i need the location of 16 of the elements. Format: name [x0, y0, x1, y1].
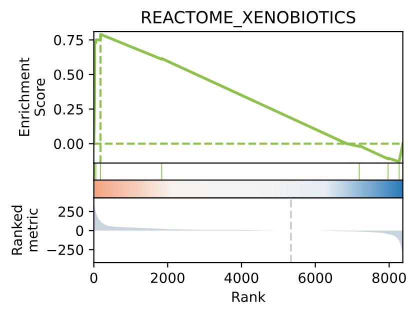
y-tick-label: 250: [58, 206, 84, 218]
y-tick-label: 0.50: [54, 69, 84, 80]
x-tick-label: 0: [90, 272, 98, 284]
y-tick-label: 0: [76, 226, 84, 236]
y-tick-label: 0.00: [54, 138, 84, 150]
x-tick-label: 4000: [224, 272, 258, 284]
x-tick-label: 8000: [372, 272, 406, 284]
x-tick-label: 6000: [298, 272, 332, 284]
y-tick-label: 0.75: [54, 34, 83, 46]
x-axis-title: Rank: [232, 291, 266, 302]
y-axis-title: Enrichment Score: [18, 58, 45, 136]
x-tick-label: 2000: [151, 272, 184, 284]
y-tick-label: 0.25: [54, 104, 83, 115]
y-tick-label: −250: [47, 244, 84, 256]
chart-title: REACTOME_XENOBIOTICS: [142, 10, 356, 28]
y-axis-title: Ranked metric: [11, 206, 38, 255]
